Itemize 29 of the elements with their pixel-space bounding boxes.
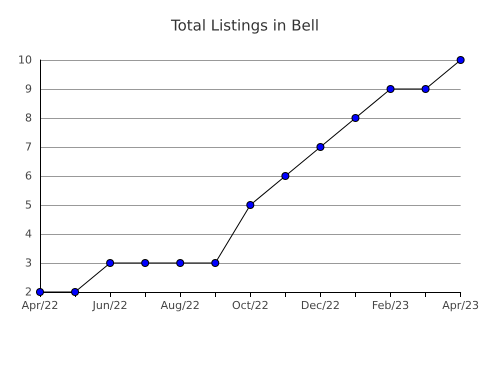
- point: [422, 85, 430, 93]
- point: [71, 288, 80, 296]
- y-tick-label: 2: [25, 286, 32, 298]
- x-tick-label: Aug/22: [160, 299, 200, 312]
- point: [246, 201, 254, 209]
- point: [316, 143, 324, 151]
- y-tick-label: 5: [25, 198, 32, 212]
- point: [141, 259, 150, 267]
- point: [386, 85, 395, 93]
- x-tick-label: Oct/22: [232, 299, 269, 312]
- y-tick-label: 7: [25, 140, 32, 154]
- y-tick-label: 6: [25, 170, 32, 182]
- point: [281, 172, 290, 180]
- x-tick-label: Jun/22: [92, 299, 128, 312]
- point: [176, 259, 184, 267]
- y-tick-label: 10: [18, 54, 32, 66]
- point: [211, 259, 220, 267]
- y-tick-label: 3: [25, 256, 32, 270]
- x-tick-label: Apr/22: [22, 299, 58, 312]
- y-tick-label: 9: [25, 82, 32, 96]
- x-tick-label: Dec/22: [300, 299, 340, 312]
- chart-title: Total Listings in Bell: [170, 16, 320, 34]
- y-tick-label: 8: [25, 112, 32, 124]
- point: [106, 259, 114, 267]
- x-tick-label: Apr/23: [442, 299, 479, 312]
- y-tick-label: 4: [25, 228, 32, 240]
- point: [351, 114, 360, 122]
- x-tick-label: Feb/23: [372, 299, 410, 312]
- point: [456, 56, 465, 64]
